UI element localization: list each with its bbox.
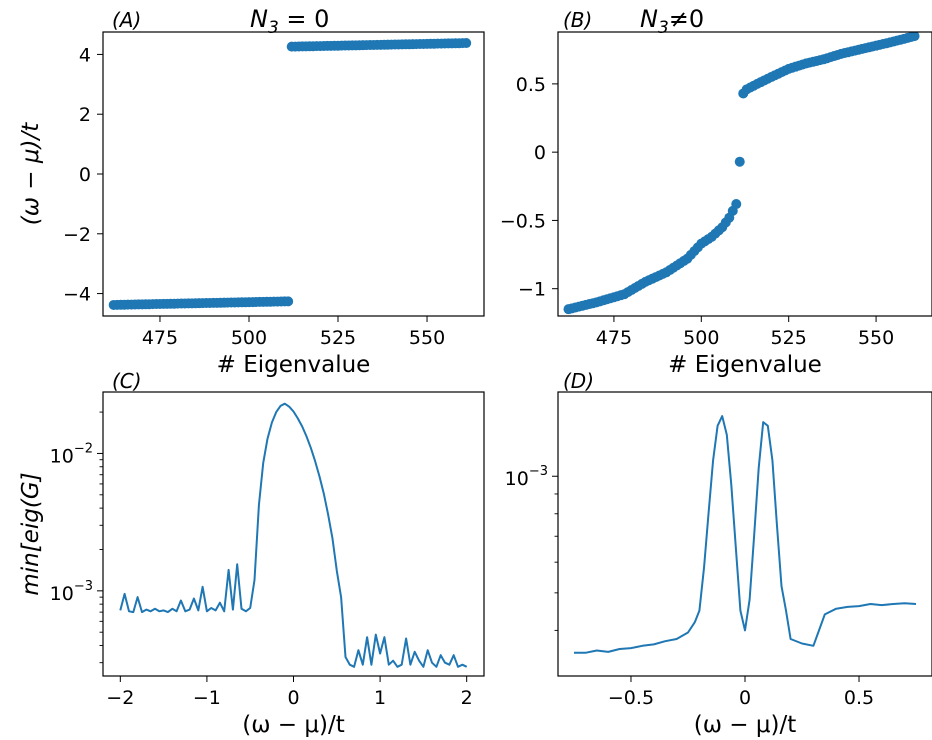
y-tick-label: 10−3 — [505, 464, 548, 490]
y-tick-label: 2 — [79, 104, 91, 126]
y-tick-base: 10 — [50, 583, 74, 605]
x-tick-label: −1 — [193, 687, 221, 709]
y-tick-label: 4 — [79, 44, 91, 66]
plot-data — [563, 32, 920, 315]
data-point — [283, 296, 294, 307]
y-axis-label: (ω − μ)/t — [18, 122, 44, 225]
panel-label-a: (A) — [112, 8, 141, 32]
x-axis-label: (ω − μ)/t — [242, 712, 345, 738]
x-tick-label: 525 — [771, 327, 807, 349]
y-tick-exponent: −3 — [529, 464, 548, 479]
panel-label-d: (D) — [563, 369, 594, 393]
x-tick-label: 500 — [683, 327, 719, 349]
x-tick-label: 1 — [374, 687, 386, 709]
x-tick-label: 525 — [320, 327, 356, 349]
y-tick-label: −0.5 — [500, 210, 546, 232]
x-axis-label: (ω − μ)/t — [694, 712, 797, 738]
x-tick-label: −2 — [106, 687, 134, 709]
x-tick-label: 550 — [858, 327, 894, 349]
axes-frame — [557, 391, 932, 677]
title-a-sub: 3 — [268, 18, 279, 38]
y-tick-label: 10−2 — [50, 441, 93, 467]
title-b-base: N — [640, 5, 658, 33]
data-point — [909, 32, 920, 42]
panel-label-b: (B) — [563, 8, 592, 32]
y-tick-exponent: −2 — [74, 441, 93, 456]
y-tick-label: −2 — [63, 224, 91, 246]
title-b-rest: ≠0 — [669, 5, 704, 33]
y-axis-label: min[eig(G] — [18, 472, 44, 595]
title-b-sub: 3 — [658, 18, 669, 38]
x-axis-label: # Eigenvalue — [217, 352, 371, 378]
x-tick-label: 0.5 — [844, 687, 874, 709]
panel-title-a: N3 = 0 — [250, 5, 329, 38]
y-tick-label: 0.5 — [516, 74, 546, 96]
y-tick-label: 0 — [79, 164, 91, 186]
panel-title-b: N3≠0 — [640, 5, 704, 38]
title-a-base: N — [250, 5, 268, 33]
plot-data — [108, 38, 472, 310]
panel-d: −0.5 0 0.5 10−3 (ω − μ)/t — [505, 391, 932, 738]
x-tick-label: 0 — [739, 687, 751, 709]
panel-label-c: (C) — [112, 369, 142, 393]
y-tick-exponent: −3 — [74, 579, 93, 594]
plot-data — [574, 415, 917, 654]
x-tick-label: 0 — [287, 687, 299, 709]
x-tick-label: −0.5 — [608, 687, 654, 709]
axes-frame — [557, 31, 932, 317]
x-axis-label: # Eigenvalue — [668, 352, 822, 378]
y-tick-base: 10 — [50, 445, 74, 467]
y-tick-label: 0 — [534, 142, 546, 164]
x-tick-label: 550 — [409, 327, 445, 349]
x-tick-label: 2 — [461, 687, 473, 709]
y-tick-base: 10 — [505, 468, 529, 490]
data-point — [731, 199, 742, 210]
data-point — [734, 156, 745, 167]
y-tick-label: 10−3 — [50, 579, 93, 605]
data-point — [461, 38, 472, 49]
x-tick-label: 475 — [596, 327, 632, 349]
plot-data — [119, 402, 468, 668]
panel-a: 475 500 525 550 −4 −2 0 2 4 # Eigenvalue (ω − μ)/t — [18, 31, 485, 378]
title-a-rest: = 0 — [279, 5, 330, 33]
axes-frame — [102, 31, 485, 317]
x-tick-label: 500 — [231, 327, 267, 349]
axes-frame — [102, 391, 485, 677]
x-tick-label: 475 — [142, 327, 178, 349]
y-tick-label: −1 — [518, 279, 546, 301]
series-line — [119, 402, 468, 668]
series-line — [574, 415, 917, 654]
y-tick-label: −4 — [63, 284, 91, 306]
panel-b: 475 500 525 550 −1 −0.5 0 0.5 # Eigenvalue — [500, 31, 932, 378]
panels: 475 500 525 550 −4 −2 0 2 4 # Eigenvalue (ω − μ)/t… — [18, 31, 932, 738]
